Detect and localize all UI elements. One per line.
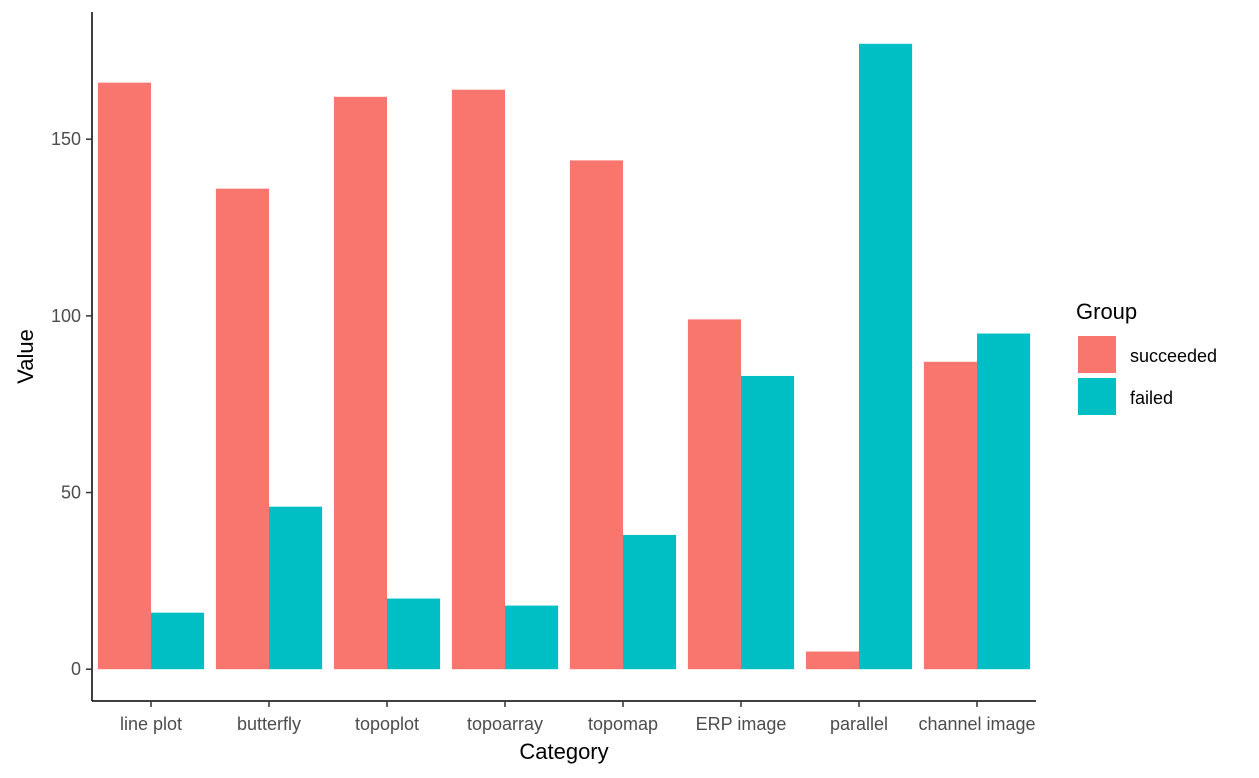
legend-label-failed: failed [1130, 388, 1173, 408]
x-tick-label: topomap [588, 714, 658, 734]
legend-key-succeeded [1078, 336, 1116, 373]
x-tick-label: butterfly [237, 714, 301, 734]
y-tick-label: 150 [51, 129, 81, 149]
bar-failed-parallel [859, 43, 913, 670]
bars-layer [97, 43, 1031, 670]
y-ticks: 0 50 100 150 [51, 129, 92, 679]
bar-failed-topoplot [387, 598, 441, 670]
x-ticks: line plot butterfly topoplot topoarray topom… [120, 701, 1036, 734]
bar-succeeded-line-plot [97, 82, 151, 670]
bar-failed-topomap [623, 534, 677, 670]
axes-layer [91, 12, 1036, 702]
bar-succeeded-butterfly [215, 188, 269, 670]
x-axis-title: Category [519, 739, 608, 764]
bar-succeeded-topomap [569, 160, 623, 670]
y-tick-label: 100 [51, 306, 81, 326]
bar-failed-erp-image [741, 375, 795, 670]
legend: Group succeeded failed [1076, 299, 1217, 415]
legend-title: Group [1076, 299, 1137, 324]
bar-failed-topoarray [505, 605, 559, 670]
x-tick-label: topoplot [355, 714, 419, 734]
x-tick-label: channel image [918, 714, 1035, 734]
bar-failed-butterfly [269, 506, 323, 670]
y-tick-label: 0 [71, 659, 81, 679]
x-tick-label: line plot [120, 714, 182, 734]
bar-failed-channel-image [977, 333, 1031, 670]
bar-succeeded-topoarray [451, 89, 505, 670]
bar-succeeded-erp-image [687, 319, 741, 670]
x-tick-label: parallel [830, 714, 888, 734]
y-tick-label: 50 [61, 483, 81, 503]
bar-succeeded-parallel [805, 651, 859, 670]
legend-label-succeeded: succeeded [1130, 346, 1217, 366]
bar-succeeded-channel-image [923, 361, 977, 670]
legend-key-failed [1078, 378, 1116, 415]
bar-succeeded-topoplot [333, 96, 387, 670]
y-axis-title: Value [13, 329, 38, 384]
bar-failed-line-plot [151, 612, 205, 670]
x-tick-label: ERP image [696, 714, 787, 734]
x-tick-label: topoarray [467, 714, 543, 734]
